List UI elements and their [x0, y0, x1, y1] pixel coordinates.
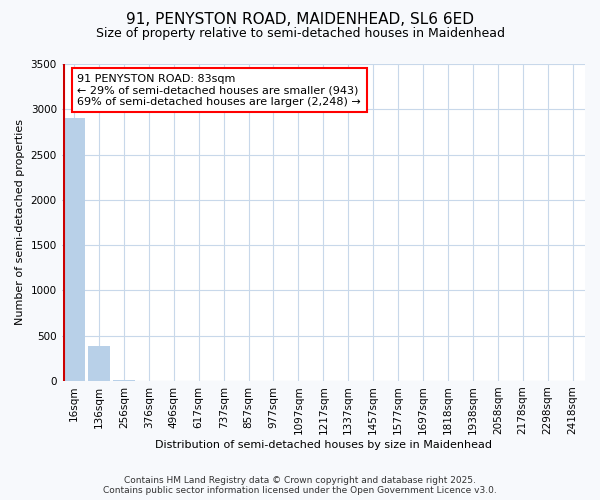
X-axis label: Distribution of semi-detached houses by size in Maidenhead: Distribution of semi-detached houses by …	[155, 440, 492, 450]
Text: 91 PENYSTON ROAD: 83sqm
← 29% of semi-detached houses are smaller (943)
69% of s: 91 PENYSTON ROAD: 83sqm ← 29% of semi-de…	[77, 74, 361, 106]
Y-axis label: Number of semi-detached properties: Number of semi-detached properties	[15, 120, 25, 326]
Bar	[64, 118, 85, 381]
Text: 91, PENYSTON ROAD, MAIDENHEAD, SL6 6ED: 91, PENYSTON ROAD, MAIDENHEAD, SL6 6ED	[126, 12, 474, 28]
Text: Contains HM Land Registry data © Crown copyright and database right 2025.
Contai: Contains HM Land Registry data © Crown c…	[103, 476, 497, 495]
Bar	[88, 346, 110, 381]
Text: Size of property relative to semi-detached houses in Maidenhead: Size of property relative to semi-detach…	[95, 28, 505, 40]
